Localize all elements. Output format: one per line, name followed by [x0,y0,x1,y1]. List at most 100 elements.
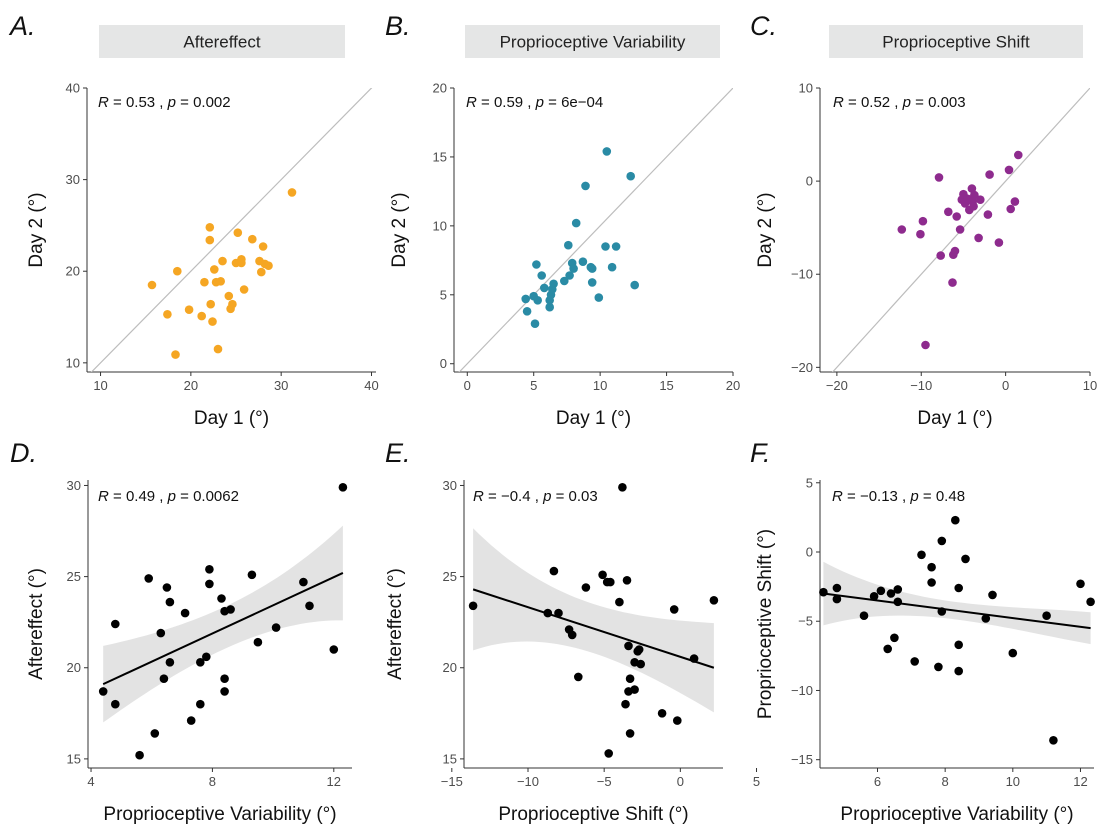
title-strip [99,25,345,58]
data-point [205,235,215,245]
x-tick-label: 30 [274,378,288,393]
data-point [994,238,1004,247]
data-point [184,305,194,315]
data-point [1086,597,1095,607]
plot-area [472,528,715,713]
data-point [220,687,229,696]
y-tick-label: 40 [66,81,80,96]
data-point [135,750,144,760]
data-point [196,658,205,667]
data-point [921,340,930,350]
data-point [205,579,214,589]
data-point [951,515,960,525]
y-tick-label: 15 [443,751,457,766]
data-point [299,577,308,587]
y-tick-label: 0 [806,545,813,560]
x-tick-label: 8 [209,774,216,789]
data-point [621,699,630,709]
stat-r: = −0.13 , [843,488,911,505]
stat-r: = 0.53 , [109,94,168,111]
data-point [578,257,588,267]
data-point [1014,150,1023,160]
title-strip [465,25,720,58]
data-point [581,583,591,592]
data-point [521,294,530,304]
panel-e: E. −15 −10 −5 0 5 15 20 25 30 Proprioceptive Shift… [385,438,760,825]
panel-title: Proprioceptive Shift [882,33,1030,52]
data-point [205,223,215,232]
regression-line [823,592,1091,630]
data-point [567,630,577,640]
data-point [954,583,963,593]
data-point [287,188,297,197]
data-point [147,280,157,290]
data-point [983,210,993,219]
data-point [217,594,226,603]
data-point [224,291,234,301]
data-point [264,261,273,271]
data-point [271,623,281,632]
data-point [1042,611,1051,620]
x-tick-label: 15 [659,378,673,393]
y-tick-label: 30 [443,478,457,493]
data-point [522,307,532,316]
data-point [565,271,574,280]
data-point [927,562,936,572]
x-tick-label: 4 [87,774,94,789]
x-tick-label: 12 [1073,774,1087,789]
data-point [611,242,621,251]
data-point [208,317,217,326]
data-point [859,611,869,620]
data-point [601,242,610,251]
data-point [171,350,180,359]
data-point [636,659,645,669]
plot-area [90,88,373,372]
data-point [936,251,945,260]
data-point [948,278,957,287]
x-tick-label: −15 [441,774,463,789]
data-point [970,190,979,200]
y-axis-title: Proprioceptive Shift (°) [755,529,776,719]
data-point [253,637,263,647]
y-tick-label: −10 [791,267,813,282]
data-point [205,565,214,574]
plot-area [458,88,733,372]
data-point [1008,648,1018,658]
data-point [910,657,919,666]
data-point [917,550,926,560]
data-point [1004,165,1014,175]
data-point [954,640,963,650]
plot-area [823,561,1091,645]
y-axis-title: Day 2 (°) [389,192,410,267]
data-point [974,233,983,243]
data-point [258,242,268,251]
panel-letter: A. [8,11,36,41]
data-point [162,583,172,592]
panel-title: Proprioceptive Variability [500,33,686,52]
data-point [634,645,644,654]
stat-r: = 0.52 , [844,94,903,111]
data-point [893,597,903,607]
data-point [709,596,719,605]
stats-annotation: R = 0.59 , p = 6e−04 [466,94,603,111]
data-point [602,147,612,156]
data-point [569,264,578,273]
confidence-band [473,528,714,713]
data-point [625,674,635,683]
data-point [1049,736,1058,745]
data-point [897,225,907,234]
data-point [564,240,573,250]
stat-p: = 0.002 [176,94,231,111]
data-point [832,594,842,604]
y-tick-label: −10 [791,683,813,698]
x-tick-label: 10 [1083,378,1097,393]
data-point [630,685,639,694]
y-tick-label: 15 [433,149,447,164]
data-point [213,344,223,354]
x-tick-label: 10 [93,378,107,393]
y-tick-label: 25 [67,569,81,584]
data-point [961,554,970,564]
data-point [533,296,542,305]
data-point [560,276,569,286]
